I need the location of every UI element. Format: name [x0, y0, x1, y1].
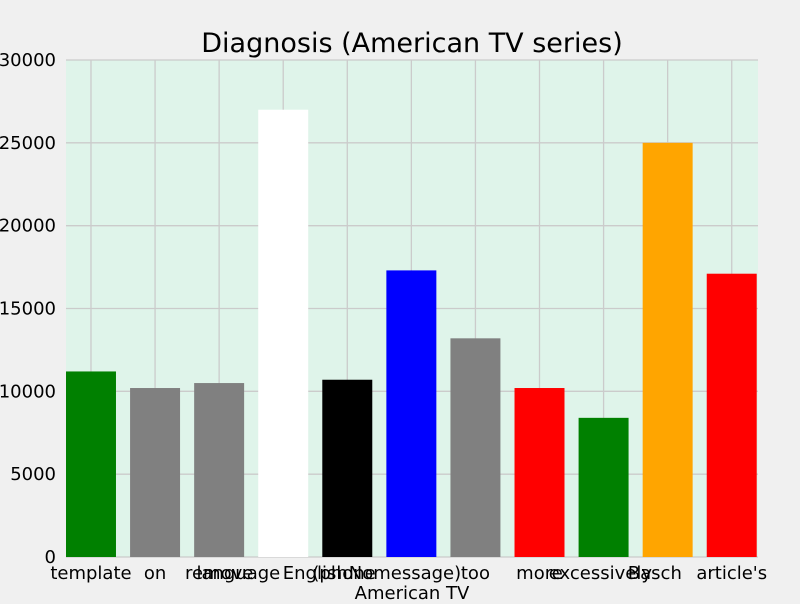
- x-tick-label: article's: [696, 563, 767, 584]
- bars: [66, 109, 757, 558]
- x-tick-label: too: [461, 563, 490, 584]
- x-tick-label: English: [283, 563, 348, 584]
- bar: [322, 379, 373, 557]
- bar: [578, 417, 629, 557]
- x-tick-label: template: [50, 563, 131, 584]
- x-tick-label: remove: [185, 563, 253, 584]
- bar: [642, 142, 693, 558]
- x-axis-label: American TV: [355, 583, 470, 600]
- chart-title: Diagnosis (American TV series): [201, 28, 622, 59]
- x-tick-label: more: [516, 563, 563, 584]
- x-tick-label: Nomessage): [349, 563, 461, 584]
- x-tick-label: language: [196, 563, 280, 584]
- y-axis-ticks: 0 5000 10000 15000 20000 25000 30000: [0, 50, 56, 568]
- y-tick-label: 15000: [0, 299, 56, 320]
- bar: [514, 388, 565, 557]
- bar: [194, 383, 245, 557]
- y-tick-label: 0: [45, 547, 56, 568]
- bar: [258, 109, 309, 557]
- y-tick-label: 25000: [0, 133, 56, 154]
- bar: [66, 371, 116, 557]
- y-tick-label: 5000: [10, 464, 56, 485]
- bar: [386, 270, 437, 557]
- y-tick-label: 20000: [0, 216, 56, 237]
- x-tick-label: on: [144, 563, 166, 584]
- y-tick-label: 10000: [0, 381, 56, 402]
- bar: [130, 388, 181, 557]
- bar: [706, 273, 757, 557]
- x-tick-label: (phone: [312, 563, 375, 584]
- y-tick-label: 30000: [0, 50, 56, 71]
- bar: [450, 338, 501, 557]
- x-tick-label: Basch: [628, 563, 682, 584]
- x-tick-label: excessively: [549, 563, 653, 584]
